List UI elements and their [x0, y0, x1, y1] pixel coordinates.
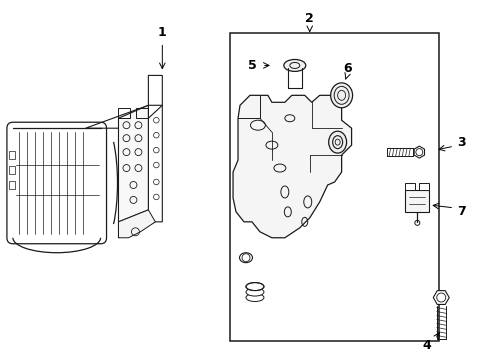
Text: 4: 4 [422, 339, 431, 352]
Ellipse shape [239, 253, 252, 263]
Ellipse shape [283, 59, 305, 71]
FancyBboxPatch shape [7, 122, 106, 244]
Text: 1: 1 [158, 26, 166, 39]
Polygon shape [233, 95, 351, 238]
Bar [9, 151, 15, 159]
Polygon shape [432, 291, 448, 305]
Bar [9, 166, 15, 174]
Text: 2: 2 [305, 12, 313, 25]
Ellipse shape [245, 283, 264, 291]
Bar [136, 108, 148, 118]
Bar [118, 108, 130, 118]
Polygon shape [413, 146, 424, 158]
Polygon shape [118, 105, 148, 222]
Text: 5: 5 [247, 59, 256, 72]
Ellipse shape [328, 131, 346, 153]
Text: 3: 3 [456, 136, 465, 149]
Ellipse shape [330, 83, 352, 108]
Ellipse shape [245, 293, 264, 302]
Bar [419, 183, 428, 190]
Bar [229, 32, 438, 341]
Ellipse shape [245, 288, 264, 296]
Text: 7: 7 [456, 205, 465, 219]
Bar [9, 181, 15, 189]
Text: 6: 6 [343, 62, 351, 75]
Bar [405, 183, 414, 190]
Bar [405, 190, 428, 212]
Polygon shape [118, 210, 155, 238]
